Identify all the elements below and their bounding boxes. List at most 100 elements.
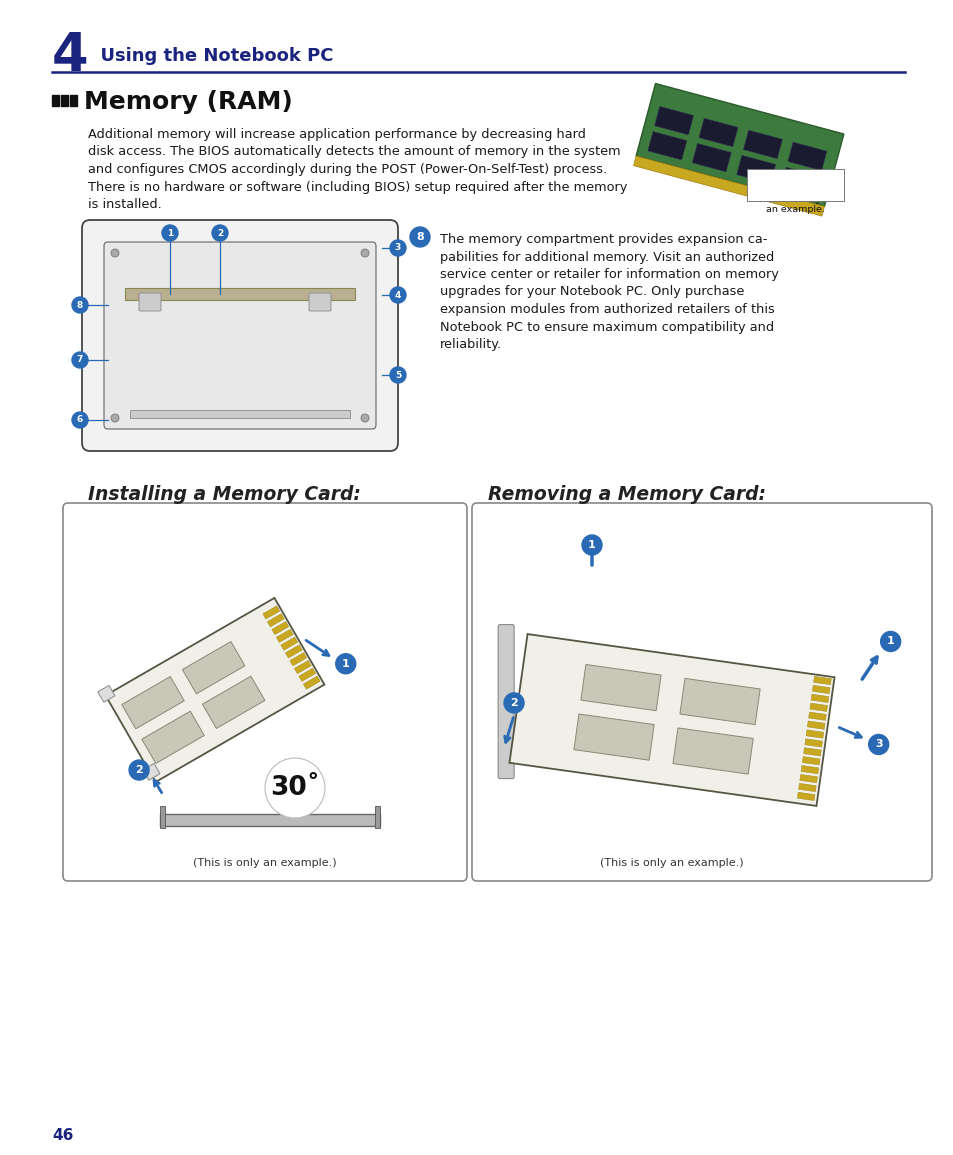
Circle shape	[71, 412, 88, 429]
FancyBboxPatch shape	[472, 502, 931, 881]
Text: 2: 2	[216, 229, 223, 238]
Bar	[692, 143, 731, 172]
Polygon shape	[806, 721, 824, 729]
Polygon shape	[805, 730, 822, 738]
Circle shape	[335, 654, 355, 673]
FancyBboxPatch shape	[309, 293, 331, 311]
Polygon shape	[574, 714, 654, 760]
FancyBboxPatch shape	[139, 293, 161, 311]
Text: This is only
an example.: This is only an example.	[764, 195, 823, 215]
Polygon shape	[799, 775, 817, 783]
Text: 8: 8	[416, 232, 423, 243]
Circle shape	[111, 249, 119, 258]
Text: 5: 5	[395, 371, 400, 380]
Bar	[160, 814, 379, 826]
Text: 8: 8	[77, 300, 83, 310]
Text: 6: 6	[77, 416, 83, 425]
Polygon shape	[276, 629, 293, 642]
Text: 46: 46	[52, 1128, 73, 1143]
Bar	[736, 155, 775, 184]
Text: pabilities for additional memory. Visit an authorized: pabilities for additional memory. Visit …	[439, 251, 774, 263]
Bar	[61, 95, 68, 106]
Polygon shape	[809, 703, 826, 711]
Bar	[699, 118, 738, 147]
Text: Installing a Memory Card:: Installing a Memory Card:	[88, 485, 360, 504]
Text: 4: 4	[395, 291, 401, 299]
Text: Removing a Memory Card:: Removing a Memory Card:	[488, 485, 765, 504]
Circle shape	[71, 352, 88, 368]
Polygon shape	[106, 598, 324, 782]
FancyBboxPatch shape	[104, 243, 375, 429]
FancyBboxPatch shape	[82, 219, 397, 450]
Polygon shape	[272, 621, 289, 634]
Circle shape	[129, 760, 149, 780]
Bar	[742, 131, 781, 158]
Polygon shape	[804, 739, 821, 747]
Polygon shape	[797, 792, 814, 800]
Text: service center or retailer for information on memory: service center or retailer for informati…	[439, 268, 778, 281]
Polygon shape	[802, 747, 821, 757]
Circle shape	[71, 297, 88, 313]
Text: (This is only an example.): (This is only an example.)	[599, 858, 743, 869]
Text: reliability.: reliability.	[439, 338, 501, 351]
Bar	[375, 806, 379, 828]
Text: 1: 1	[167, 229, 172, 238]
Polygon shape	[672, 728, 753, 774]
Polygon shape	[801, 757, 820, 765]
FancyBboxPatch shape	[497, 625, 514, 778]
Circle shape	[162, 225, 178, 241]
Polygon shape	[798, 783, 816, 791]
Polygon shape	[97, 685, 115, 702]
Polygon shape	[298, 669, 315, 681]
Text: 1: 1	[587, 541, 596, 550]
Polygon shape	[808, 711, 825, 721]
Polygon shape	[280, 638, 297, 650]
Circle shape	[111, 413, 119, 422]
Polygon shape	[182, 641, 245, 694]
Text: 1: 1	[886, 636, 894, 647]
Bar	[781, 167, 820, 195]
Polygon shape	[263, 606, 279, 619]
Bar	[654, 106, 693, 135]
Bar	[125, 288, 355, 300]
Polygon shape	[303, 676, 320, 690]
Text: 3: 3	[874, 739, 882, 750]
Text: 7: 7	[77, 356, 83, 365]
Text: is installed.: is installed.	[88, 198, 162, 211]
Text: upgrades for your Notebook PC. Only purchase: upgrades for your Notebook PC. Only purc…	[439, 285, 743, 298]
Circle shape	[390, 240, 406, 256]
Polygon shape	[143, 763, 160, 781]
Polygon shape	[679, 678, 760, 724]
Text: expansion modules from authorized retailers of this: expansion modules from authorized retail…	[439, 303, 774, 316]
Polygon shape	[801, 766, 818, 774]
Bar	[160, 806, 165, 828]
Text: Additional memory will increase application performance by decreasing hard: Additional memory will increase applicat…	[88, 128, 585, 141]
Circle shape	[581, 535, 601, 556]
Text: 30˚: 30˚	[270, 775, 319, 802]
Polygon shape	[267, 613, 284, 627]
Text: 3: 3	[395, 244, 400, 253]
FancyBboxPatch shape	[63, 502, 467, 881]
Polygon shape	[813, 677, 830, 685]
Text: Using the Notebook PC: Using the Notebook PC	[88, 47, 334, 65]
Bar	[636, 83, 843, 207]
Bar	[70, 95, 77, 106]
Text: The memory compartment provides expansion ca-: The memory compartment provides expansio…	[439, 233, 766, 246]
Circle shape	[212, 225, 228, 241]
Polygon shape	[202, 676, 265, 729]
Polygon shape	[142, 711, 204, 763]
Text: 2: 2	[510, 698, 517, 708]
Bar	[787, 142, 826, 171]
Bar	[633, 156, 823, 216]
Polygon shape	[285, 644, 302, 658]
Polygon shape	[122, 677, 184, 729]
Circle shape	[390, 367, 406, 383]
Text: 1: 1	[341, 658, 350, 669]
Polygon shape	[294, 661, 311, 673]
Circle shape	[390, 286, 406, 303]
Polygon shape	[810, 694, 828, 702]
Circle shape	[868, 735, 888, 754]
Polygon shape	[812, 685, 829, 694]
Text: Notebook PC to ensure maximum compatibility and: Notebook PC to ensure maximum compatibil…	[439, 320, 773, 334]
Text: (This is only an example.): (This is only an example.)	[193, 858, 336, 869]
